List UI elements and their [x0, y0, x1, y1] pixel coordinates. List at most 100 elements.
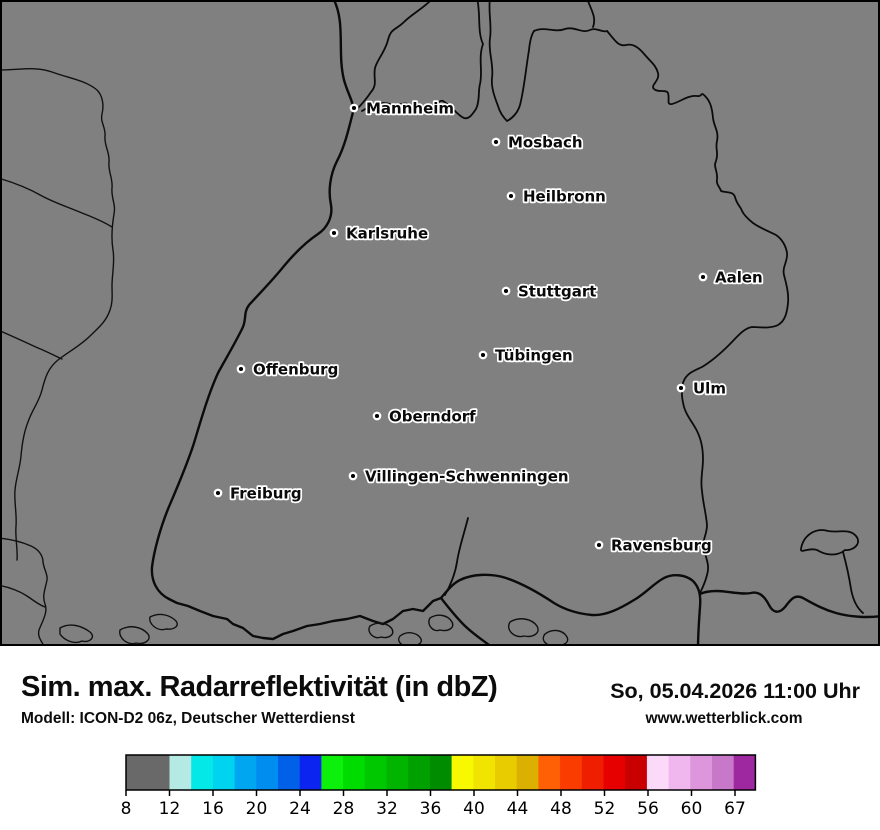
border-france-c [0, 330, 63, 360]
city-marker-stuttgart: Stuttgart [501, 281, 598, 302]
legend-segment-28 [343, 755, 366, 790]
city-dot [501, 286, 511, 296]
legend-segment-14 [191, 755, 214, 790]
legend-segment-60 [690, 755, 713, 790]
tick-label: 12 [159, 799, 181, 819]
border-lindau-link [842, 551, 864, 614]
tick-label: 28 [333, 799, 355, 819]
city-marker-freiburg: Freiburg [213, 483, 303, 504]
tick-label: 44 [507, 799, 529, 819]
color-scale-ticks: 8 12 16 20 24 28 32 36 40 44 48 52 56 60 67 [121, 790, 746, 819]
border-france-b [0, 177, 113, 228]
city-dot [491, 137, 501, 147]
city-dot [348, 471, 358, 481]
page-title: Sim. max. Radarreflektivität (in dbZ) [21, 671, 498, 703]
legend-segment-40 [473, 755, 496, 790]
city-marker-oberndorf: Oberndorf [372, 406, 478, 427]
legend-segment-50 [581, 755, 604, 790]
border-blob-3 [149, 613, 178, 631]
border-odenwald-east [488, 0, 535, 122]
city-label: Villingen-Schwenningen [365, 468, 569, 486]
border-bodensee-south [439, 596, 493, 646]
legend-segment-30 [364, 755, 387, 790]
city-marker-karlsruhe: Karlsruhe [329, 223, 430, 244]
tick-label: 16 [202, 799, 224, 819]
legend-segment-38 [451, 755, 474, 790]
legend-segment-54 [625, 755, 648, 790]
border-bodensee [439, 573, 702, 646]
tick-label: 56 [637, 799, 659, 819]
border-blob-2 [119, 626, 150, 645]
border-france-d [0, 537, 48, 646]
city-dot [698, 272, 708, 282]
city-label: Oberndorf [389, 408, 476, 426]
city-dot [676, 383, 686, 393]
city-dot [349, 103, 359, 113]
color-scale-outline [125, 754, 757, 791]
city-label: Mannheim [366, 100, 454, 118]
legend-segment-20 [256, 755, 279, 790]
border-hegau [444, 517, 469, 596]
city-marker-mosbach: Mosbach [491, 132, 584, 153]
tick-label: 67 [724, 799, 746, 819]
city-marker-villingen-schwenningen: Villingen-Schwenningen [348, 466, 570, 487]
legend-segment-48 [560, 755, 583, 790]
legend-segment-58 [668, 755, 691, 790]
border-blob-6 [428, 614, 454, 632]
tick-label: 48 [550, 799, 572, 819]
legend-segment-16 [212, 755, 235, 790]
legend-segment-24 [299, 755, 322, 790]
city-marker-tübingen: Tübingen [478, 345, 574, 366]
border-blob-4 [368, 622, 394, 639]
city-label: Tübingen [495, 347, 573, 365]
border-odenwald-west [442, 0, 484, 120]
city-label: Heilbronn [523, 188, 606, 206]
city-markers-layer: Mannheim Mosbach Heilbronn Karlsruhe Aalen St… [213, 98, 764, 556]
reflectivity-color-scale: 8 12 16 20 24 28 32 36 40 44 48 52 56 60 67 [121, 754, 757, 819]
city-label: Freiburg [230, 485, 302, 503]
city-label: Stuttgart [518, 283, 596, 301]
legend-segment-32 [386, 755, 409, 790]
city-label: Offenburg [253, 361, 338, 379]
city-label: Ulm [693, 380, 726, 398]
tick-label: 32 [376, 799, 398, 819]
city-label: Ravensburg [611, 537, 712, 555]
border-swiss [167, 596, 443, 641]
city-marker-ulm: Ulm [676, 378, 728, 399]
tick-label: 8 [121, 799, 132, 819]
legend-segment-26 [321, 755, 344, 790]
map-frame [0, 0, 880, 646]
city-label: Mosbach [508, 134, 583, 152]
legend-segment-12 [169, 755, 192, 790]
border-rhine [150, 0, 355, 601]
border-tauber [533, 27, 608, 33]
website-label: www.wetterblick.com [645, 710, 803, 727]
city-marker-mannheim: Mannheim [349, 98, 456, 119]
legend-segment-34 [408, 755, 431, 790]
city-label: Aalen [715, 269, 763, 287]
tick-label: 52 [594, 799, 616, 819]
city-label: Karlsruhe [346, 225, 428, 243]
map-background [0, 0, 880, 646]
tick-label: 36 [420, 799, 442, 819]
city-dot [236, 364, 246, 374]
legend-segment-52 [603, 755, 626, 790]
legend-segment-22 [278, 755, 301, 790]
border-france-a [0, 68, 116, 561]
tick-label: 24 [289, 799, 311, 819]
border-neckar-north [361, 99, 444, 112]
legend-segment-46 [538, 755, 561, 790]
tick-label: 60 [681, 799, 703, 819]
tick-label: 20 [246, 799, 268, 819]
city-dot [372, 411, 382, 421]
border-lindau-loop [800, 529, 859, 556]
model-info: Modell: ICON-D2 06z, Deutscher Wetterdie… [21, 710, 355, 727]
border-blob-1 [59, 624, 94, 644]
city-dot [213, 488, 223, 498]
legend-segment-44 [516, 755, 539, 790]
legend-segment-56 [646, 755, 669, 790]
legend-segment-67 [733, 755, 756, 790]
color-scale-segments [126, 755, 756, 790]
city-dot [506, 191, 516, 201]
